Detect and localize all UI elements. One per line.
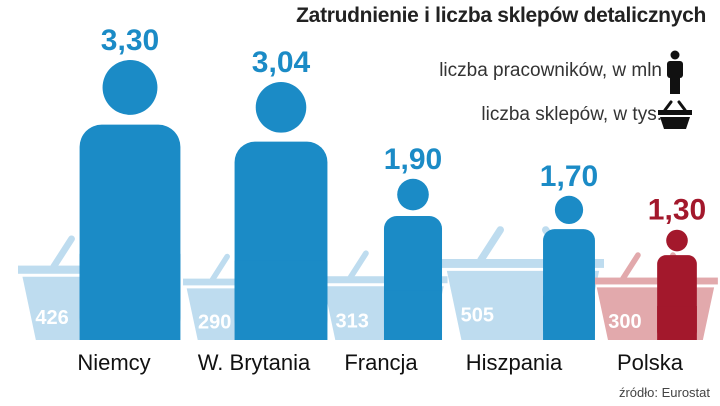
person-legs	[543, 295, 595, 340]
shops-value-label: 300	[608, 311, 641, 333]
person-head	[102, 60, 158, 115]
person-icon	[667, 50, 683, 94]
basket-rim	[320, 276, 448, 284]
person-2: 3,04	[234, 46, 328, 340]
category-label: Francja	[344, 350, 418, 375]
chart-title: Zatrudnienie i liczba sklepów detaliczny…	[296, 4, 706, 27]
person-head	[554, 195, 584, 225]
category-label: Polska	[617, 350, 684, 375]
basket-rim	[442, 259, 604, 268]
person-3: 1,90	[384, 143, 442, 340]
employees-value-label: 1,30	[648, 194, 706, 227]
person-legs	[383, 290, 443, 340]
employees-value-label: 3,04	[252, 46, 311, 79]
person-head	[255, 82, 307, 133]
category-label: Hiszpania	[466, 350, 563, 375]
shops-value-label: 426	[35, 307, 68, 329]
shops-value-label: 290	[198, 311, 231, 333]
person-legs	[79, 253, 181, 340]
employees-value-label: 1,90	[384, 143, 442, 176]
basket-icon	[658, 100, 692, 129]
person-head	[666, 229, 688, 252]
legend-employees: liczba pracowników, w mln	[439, 60, 662, 81]
shops-value-label: 505	[461, 305, 494, 327]
category-label: Niemcy	[77, 350, 150, 375]
person-head	[397, 178, 429, 211]
category-label: W. Brytania	[198, 350, 311, 375]
legend-shops: liczba sklepów, w tys.	[481, 104, 662, 125]
person-1: 3,30	[79, 24, 181, 341]
person-legs	[657, 306, 697, 340]
person-legs	[234, 260, 328, 340]
source-note: źródło: Eurostat	[618, 385, 710, 400]
shops-value-label: 313	[335, 311, 368, 333]
person-4: 1,70	[540, 160, 598, 340]
basket-5: 300	[593, 252, 718, 340]
person-5: 1,30	[648, 194, 706, 340]
employees-value-label: 3,30	[101, 24, 159, 57]
basket-rim	[593, 277, 718, 285]
employees-value-label: 1,70	[540, 160, 598, 193]
